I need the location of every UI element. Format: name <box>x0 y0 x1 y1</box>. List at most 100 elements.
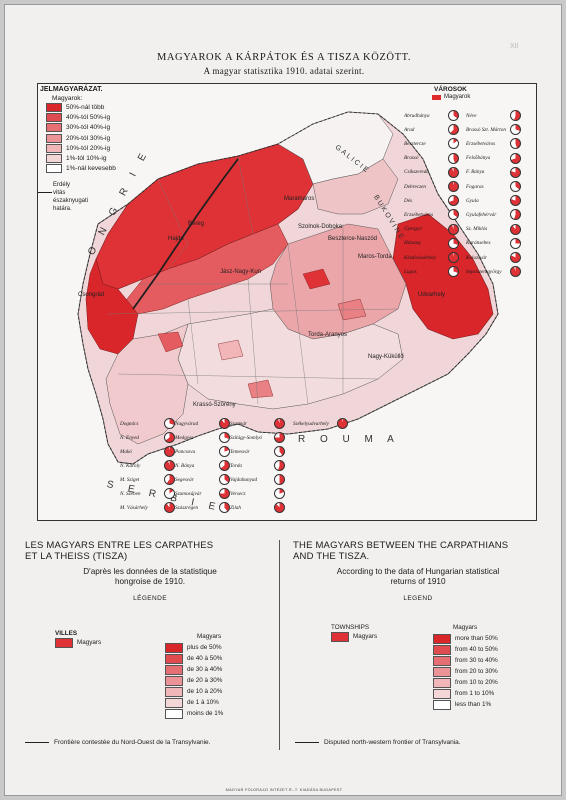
city-pie-icon <box>510 195 521 207</box>
city-pie-icon <box>164 460 175 471</box>
french-frontier-line <box>25 742 49 743</box>
english-scale-title: Magyars <box>453 624 478 631</box>
city-item: Erzsébetváros <box>466 138 524 150</box>
legend-swatch <box>46 102 62 112</box>
city-name: Segesvár <box>175 476 194 483</box>
city-pie-icon <box>219 460 230 471</box>
city-pie-icon <box>274 418 285 429</box>
scale-label: moins de 1% <box>187 710 224 717</box>
french-source-2: hongroise de 1910. <box>114 577 186 586</box>
city-name: N. Bánya <box>175 462 195 469</box>
city-item: Szatmár <box>230 418 285 429</box>
scale-row: from 30 to 40% <box>433 655 498 666</box>
scale-label: less than 1% <box>455 701 492 708</box>
city-name: Besztercze <box>404 140 426 147</box>
frontier-legend: Erdély vitás északnyugati határa. <box>38 181 100 213</box>
legend-row: 1%-tól 10%-ig <box>40 153 150 164</box>
cities-subheading: Magyarok <box>444 94 471 100</box>
city-pie-icon <box>164 488 175 499</box>
city-pie-icon <box>448 237 459 249</box>
city-item: Gyulafehérvár <box>466 209 524 221</box>
city-item: Lugos <box>404 266 459 278</box>
french-towns-label: VILLES <box>55 630 78 637</box>
english-source-1: According to the data of Hungarian stati… <box>336 567 500 576</box>
title-hungarian: MAGYAROK A KÁRPÁTOK ÉS A TISZA KÖZÖTT. <box>156 52 412 63</box>
page-mark: XII <box>510 43 519 50</box>
city-pie-icon <box>510 223 521 235</box>
city-pie-icon <box>274 502 285 513</box>
bottom-section: LES MAGYARS ENTRE LES CARPATHES ET LA TH… <box>5 530 563 760</box>
scale-label: more than 50% <box>455 635 498 642</box>
scale-row: moins de 1% <box>165 708 223 719</box>
scale-row: less than 1% <box>433 699 498 710</box>
region-accent-5 <box>217 339 244 361</box>
english-towns-row: Magyars <box>331 631 377 642</box>
scale-label: from 1 to 10% <box>455 690 495 697</box>
city-pie-icon <box>164 474 175 485</box>
city-name: Brassó Szt. Márton <box>466 126 506 133</box>
city-item: Kézdivásárhely <box>404 252 459 263</box>
map-label: Szolnok-Doboka <box>298 224 343 230</box>
city-name: Temesvár <box>230 448 250 455</box>
map-frame: JELMAGYARÁZAT. Magyarok: 50%-nál több 40… <box>37 83 537 521</box>
city-name: Szamosújvár <box>175 490 202 497</box>
city-pie-icon <box>219 432 230 443</box>
map-label: Krassó-Szörény <box>193 402 236 408</box>
city-name: Csíkszereda <box>404 169 429 176</box>
city-pie-icon <box>510 209 521 221</box>
city-item: Felsőbánya <box>466 152 524 164</box>
english-towns-key: TOWNSHIPS Magyars <box>331 624 377 642</box>
legend-row: 1%-nál kevesebb <box>40 164 150 174</box>
scale-swatch <box>165 697 183 708</box>
city-item: Brassó <box>404 152 459 164</box>
city-pie-icon <box>164 418 175 429</box>
city-pie-icon <box>510 181 521 192</box>
map-graphic <box>77 111 499 465</box>
region-accent-4 <box>337 298 367 321</box>
legend-row: 40%-tól 50%-ig <box>40 112 150 122</box>
legend-row: 10%-tól 20%-ig <box>40 143 150 153</box>
scale-label: from 30 to 40% <box>455 657 498 664</box>
city-name: Sepsiszentgyörgy <box>466 268 502 275</box>
legend-swatch <box>46 164 62 174</box>
region-accent-3 <box>247 379 274 399</box>
city-item: Dognács <box>120 418 175 429</box>
scale-row: from 20 to 30% <box>433 666 498 677</box>
scale-swatch <box>433 699 451 710</box>
map-label: Udvarhely <box>418 292 446 298</box>
city-pie-icon <box>164 432 175 443</box>
city-pie-icon <box>448 209 459 221</box>
subtitle-hungarian: A magyar statisztika 1910. adatai szerin… <box>203 66 365 76</box>
map-label: Beszterce-Naszód <box>328 236 378 242</box>
city-item: M. Sziget <box>120 474 175 485</box>
city-name: Dognács <box>120 420 139 427</box>
city-item: Vajdahunyad <box>230 474 285 485</box>
city-name: Szilágy-Somlyó <box>230 434 262 441</box>
city-pie-icon <box>337 418 348 429</box>
city-name: Felsőbánya <box>466 155 491 162</box>
city-name: M. Vásárhely <box>120 504 148 511</box>
english-title-2: AND THE TISZA. <box>293 551 370 562</box>
map-label: Jász-Nagy-Kun <box>220 269 262 275</box>
city-name: M. Sziget <box>120 476 140 483</box>
legend-row: 50%-nál több <box>40 102 150 112</box>
scale-swatch <box>165 642 183 653</box>
city-pie-icon <box>274 474 285 485</box>
city-item: Pancsova <box>175 446 230 457</box>
city-item: Szilágy-Somlyó <box>230 432 285 443</box>
city-item: Besztercze <box>404 138 459 150</box>
region-accent-1 <box>157 331 184 353</box>
city-item: Kolozsvár <box>466 252 524 263</box>
city-pie-icon <box>274 460 285 471</box>
city-item: Segesvár <box>175 474 230 485</box>
city-pie-icon <box>448 138 459 150</box>
city-name: Gyulafehérvár <box>466 211 497 218</box>
city-item: Szamosújvár <box>175 488 230 499</box>
city-name: Debreczen <box>404 183 426 190</box>
french-source-1: D'après les données de la statistique <box>83 567 217 576</box>
city-item: Fogaras <box>466 181 524 192</box>
city-name: Abrudbánya <box>404 112 430 119</box>
city-pie-icon <box>510 252 521 263</box>
city-pie-icon <box>448 166 459 178</box>
city-item: Gyergyó <box>404 223 459 235</box>
